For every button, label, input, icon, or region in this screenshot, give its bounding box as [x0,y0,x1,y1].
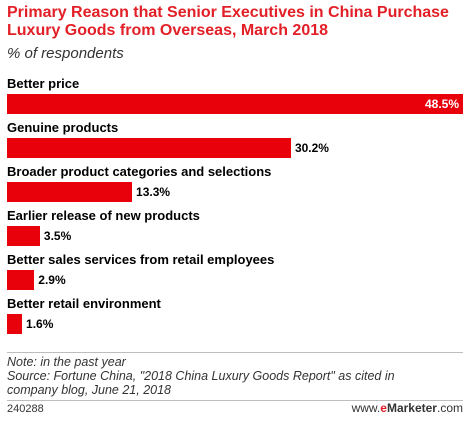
data-label: 1.6% [26,317,54,331]
brand-e: e [380,401,387,415]
bar [7,138,291,158]
chart-id: 240288 [7,403,44,415]
bar [7,94,463,114]
category-label: Better price [7,76,80,91]
bar [7,182,133,202]
bar [7,226,40,246]
bar-chart: Better price 48.5% Genuine products 30.2% Br… [0,76,470,346]
footnote-divider [7,352,463,353]
chart-title: Primary Reason that Senior Executives in… [7,4,449,39]
chart-subtitle: % of respondents [7,45,124,62]
category-label: Genuine products [7,120,119,135]
data-label: 2.9% [38,273,66,287]
chart-source-line-2: company blog, June 21, 2018 [7,383,172,397]
category-label: Broader product categories and selection… [7,164,272,179]
category-label: Earlier release of new products [7,208,200,223]
data-label: 48.5% [424,97,459,111]
data-label: 13.3% [136,185,171,199]
category-label: Better sales services from retail employ… [7,252,275,267]
bar [7,314,23,334]
brand-name: Marketer [386,401,437,415]
chart-note: Note: in the past year [7,355,126,369]
category-label: Better retail environment [7,296,161,311]
emarketer-logo: www.eMarketer.com [352,401,463,415]
data-label: 30.2% [294,141,329,155]
chart-source-line-1: Source: Fortune China, "2018 China Luxur… [7,369,395,383]
bar [7,270,35,290]
data-label: 3.5% [43,229,72,243]
brand-suffix: .com [436,401,463,415]
brand-prefix: www. [351,401,381,415]
footer-divider [7,400,463,401]
